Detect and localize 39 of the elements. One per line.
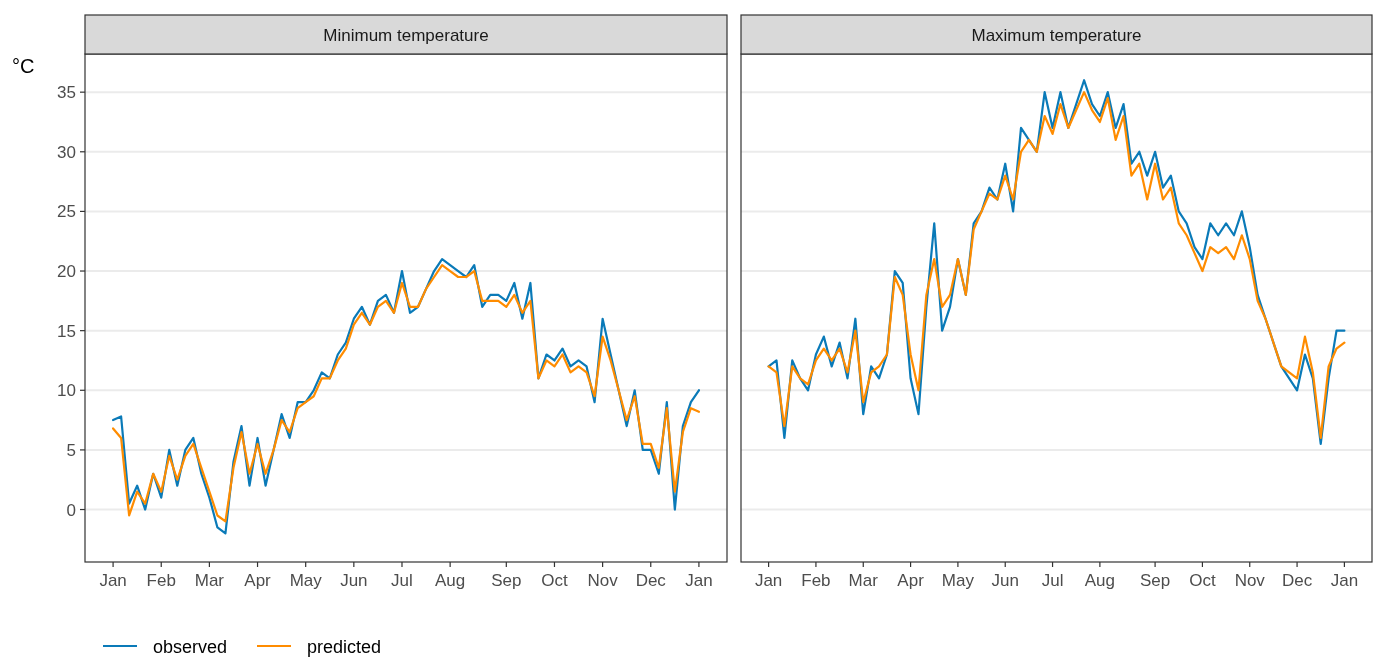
chart-title: Minimum temperature: [323, 25, 489, 45]
x-tick-label: Apr: [244, 571, 272, 590]
x-tick-label: Dec: [1281, 571, 1313, 590]
x-tick-label: Jan: [754, 571, 783, 590]
x-tick-label: Aug: [435, 571, 466, 590]
x-tick-label: Oct: [541, 571, 568, 590]
x-tick-label: Oct: [1189, 571, 1216, 590]
x-tick-label: Aug: [1084, 571, 1116, 590]
x-tick-label: Nov: [1234, 571, 1266, 590]
x-tick-label: Jun: [340, 571, 368, 590]
x-tick-label: May: [941, 571, 975, 590]
x-tick-label: Feb: [801, 571, 831, 590]
y-axis-title: °C: [12, 55, 35, 77]
x-tick-label: Jan: [99, 571, 127, 590]
chart-title: Maximum temperature: [971, 25, 1142, 45]
y-tick-label: 0: [66, 500, 76, 520]
x-tick-label: Jul: [391, 571, 413, 590]
x-tick-label: Mar: [848, 571, 879, 590]
x-tick-label: Feb: [146, 571, 176, 590]
y-tick-label: 35: [57, 83, 76, 103]
x-tick-label: Mar: [194, 571, 225, 590]
x-tick-label: Sep: [491, 571, 522, 590]
y-tick-label: 30: [57, 142, 76, 162]
x-tick-label: Sep: [1139, 571, 1171, 590]
y-tick-label: 5: [66, 440, 76, 460]
x-tick-label: Apr: [897, 571, 925, 590]
y-tick-label: 10: [57, 381, 76, 401]
legend-label: predicted: [307, 637, 382, 657]
x-tick-label: Jan: [1330, 571, 1359, 590]
y-tick-label: 15: [57, 321, 76, 341]
x-tick-label: Jan: [685, 571, 713, 590]
x-tick-label: Dec: [635, 571, 667, 590]
x-tick-label: Jun: [991, 571, 1019, 590]
x-tick-label: Jul: [1041, 571, 1064, 590]
x-tick-label: May: [289, 571, 323, 590]
y-tick-label: 20: [57, 262, 76, 282]
y-tick-label: 25: [57, 202, 76, 222]
x-tick-label: Nov: [587, 571, 619, 590]
legend-label: observed: [153, 637, 228, 657]
